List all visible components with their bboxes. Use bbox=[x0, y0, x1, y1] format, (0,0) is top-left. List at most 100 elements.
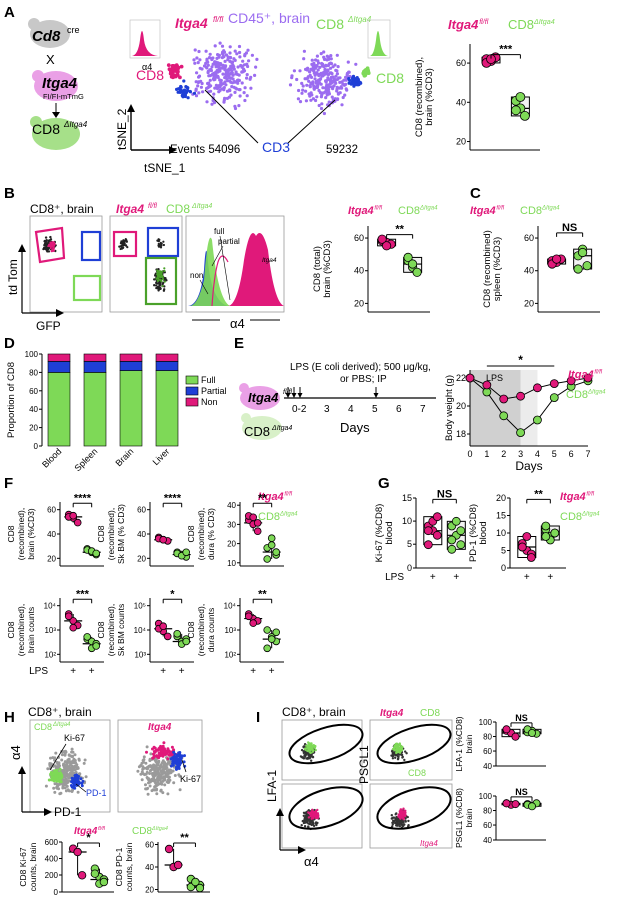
y-tick-label: 20 bbox=[354, 298, 364, 308]
tsne-dot bbox=[215, 86, 219, 91]
x-tick-label: 3 bbox=[518, 449, 523, 459]
flow-dot bbox=[49, 245, 52, 248]
flow-dot bbox=[160, 242, 163, 245]
flow-i-fl-2: Itga4 bbox=[420, 839, 438, 848]
flow-dot bbox=[163, 280, 166, 283]
y-tick-label: 10³ bbox=[134, 650, 146, 659]
tsne-dot bbox=[214, 83, 218, 87]
legend-ko: CD8 bbox=[560, 511, 582, 523]
flow-dot bbox=[140, 778, 144, 782]
panel-label-d: D bbox=[4, 335, 15, 352]
flow-i-box-4 bbox=[369, 783, 453, 849]
panel-label-g: G bbox=[378, 475, 390, 492]
flow-dot bbox=[316, 808, 319, 812]
mouse-cd8cre-icon bbox=[30, 20, 70, 48]
flow-dot bbox=[404, 814, 407, 817]
flow-i-yarrow-icon bbox=[276, 808, 284, 816]
flow-dot bbox=[156, 748, 160, 752]
flow-dot bbox=[67, 773, 71, 777]
tsne-ko-sup: ΔItga4 bbox=[347, 15, 372, 24]
flow-dot bbox=[395, 751, 398, 755]
flow-dot bbox=[58, 782, 62, 786]
tsne-dot bbox=[216, 63, 220, 67]
gate-lfa1-fl bbox=[288, 786, 364, 830]
chart-f-6: 10⁴ 10³ 10² CD8 (recombined), dura counts ** + + bbox=[186, 588, 284, 677]
data-point bbox=[583, 373, 593, 383]
flow-dot bbox=[45, 239, 48, 242]
data-point bbox=[533, 383, 542, 393]
flow-dot bbox=[160, 270, 164, 273]
data-point bbox=[403, 252, 413, 262]
flow-dot bbox=[182, 760, 186, 764]
y-axis-label: (recombined), bbox=[196, 604, 206, 656]
flow-dot bbox=[155, 281, 158, 285]
hist-left-curve bbox=[132, 31, 158, 56]
flow-dot bbox=[309, 815, 312, 818]
flow-dot bbox=[162, 766, 166, 770]
legend-ko: CD8 bbox=[132, 826, 152, 837]
flow-dot bbox=[161, 744, 165, 748]
legend-fl-sup: fl/fl bbox=[284, 492, 292, 498]
y-tick-label: 40 bbox=[47, 530, 56, 539]
y-tick-label: 40 bbox=[227, 501, 236, 510]
flow-dot bbox=[303, 747, 307, 751]
flow-dot bbox=[401, 745, 404, 749]
gate-non-2 bbox=[112, 230, 138, 258]
flow-dot bbox=[397, 813, 401, 816]
lps-shade bbox=[470, 370, 521, 446]
lps-plus: + bbox=[160, 666, 166, 677]
tsne-dot bbox=[205, 59, 209, 63]
data-point bbox=[182, 548, 191, 557]
flow-i-psgl1-axis: PSGL1 bbox=[357, 745, 371, 784]
sig-label: *** bbox=[76, 588, 90, 600]
legend-ko-sup: ΔItga4 bbox=[541, 206, 560, 212]
legend-fl-sup: fl/fl bbox=[586, 492, 594, 498]
tsne-dot bbox=[194, 88, 198, 92]
legend-swatch bbox=[185, 375, 199, 385]
flow-dot bbox=[120, 244, 123, 247]
tsne-dot bbox=[315, 84, 319, 88]
flow-dot bbox=[395, 753, 399, 757]
flow-dot bbox=[393, 749, 396, 752]
tsne-dot bbox=[246, 64, 250, 69]
flow-h-ki67-pointer bbox=[49, 743, 67, 771]
sig-label: **** bbox=[74, 492, 92, 504]
flow-dot bbox=[398, 751, 402, 754]
flow-dot bbox=[396, 750, 400, 753]
e-ko-sup: ΔItga4 bbox=[271, 425, 292, 432]
y-tick-label: 60 bbox=[483, 821, 492, 830]
tsne-dot bbox=[335, 53, 339, 57]
chart-g-1: 15 10 5 0 Ki-67 (%CD8) blood NS + + LPS bbox=[374, 488, 472, 583]
hist-magenta bbox=[228, 233, 284, 306]
flow-dot bbox=[397, 819, 401, 822]
flow-dot bbox=[52, 247, 55, 250]
chart-g-2: 20 15 10 5 0 PD-1 (%CD8) blood ** + + bbox=[468, 488, 566, 583]
y-axis-label: Proportion of CD8 bbox=[6, 362, 17, 438]
flow-b-fl-sup: fl/fl bbox=[148, 203, 157, 210]
flow-dot bbox=[155, 762, 159, 765]
flow-dot bbox=[118, 245, 121, 248]
flow-dot bbox=[401, 816, 405, 820]
data-point bbox=[541, 532, 551, 541]
tsne-dot bbox=[335, 72, 339, 76]
flow-dot bbox=[48, 239, 51, 242]
gfp-arrow-icon bbox=[56, 309, 64, 317]
tsne-dot bbox=[238, 50, 242, 55]
flow-dot bbox=[163, 783, 167, 787]
cd8cre-label: Cd8 bbox=[32, 28, 61, 45]
tsne-dot bbox=[217, 66, 221, 70]
flow-dot bbox=[152, 774, 156, 778]
tsne-dot bbox=[218, 41, 222, 45]
flow-dot bbox=[153, 278, 156, 281]
tsne-dot bbox=[166, 63, 171, 67]
tsne-dot bbox=[329, 54, 333, 58]
data-point bbox=[164, 844, 174, 854]
data-point bbox=[263, 644, 272, 653]
tsne-dot bbox=[316, 61, 321, 65]
flow-dot bbox=[403, 812, 406, 815]
flow-dot bbox=[63, 753, 67, 757]
flow-dot bbox=[120, 247, 124, 250]
tsne-dot bbox=[325, 91, 329, 96]
flow-dot bbox=[158, 746, 162, 750]
